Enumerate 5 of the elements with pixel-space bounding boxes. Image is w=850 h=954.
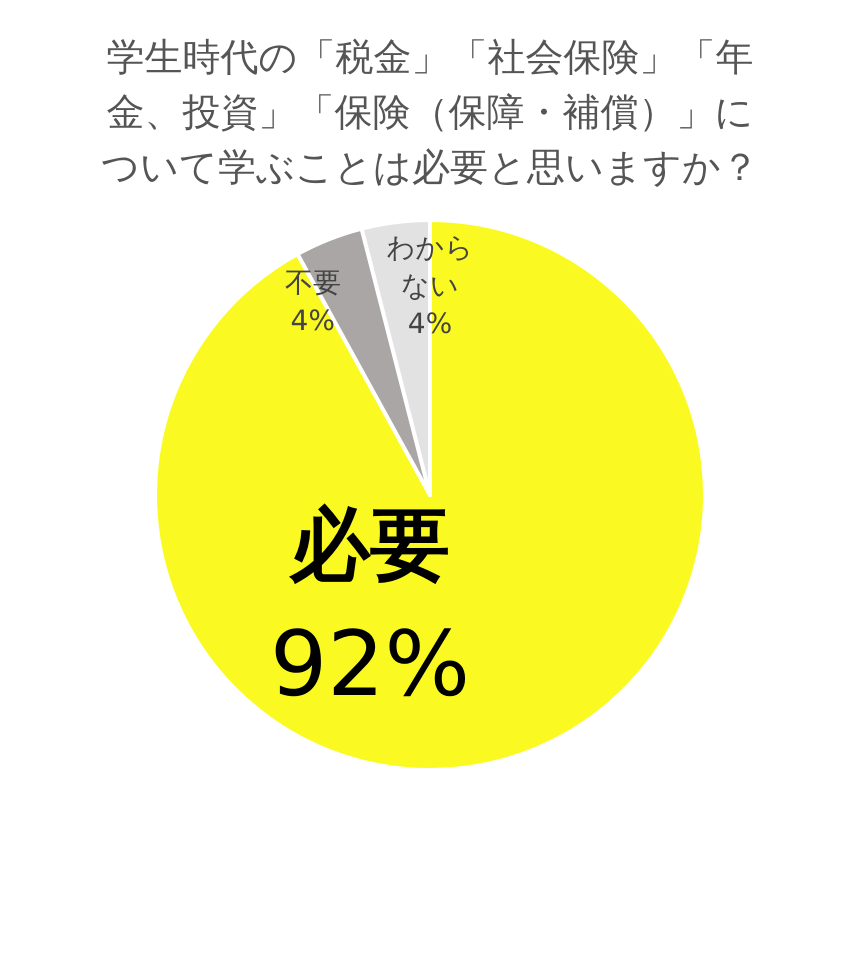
data-label: 4%: [290, 303, 336, 340]
data-label: 92%: [268, 611, 472, 719]
chart-title: 学生時代の「税金」「社会保険」「年金、投資」「保険（保障・補償）」について学ぶことは必要と思いますか？: [100, 34, 760, 191]
slice-label: 不要: [284, 265, 342, 302]
slice-label: 必要: [288, 497, 451, 593]
